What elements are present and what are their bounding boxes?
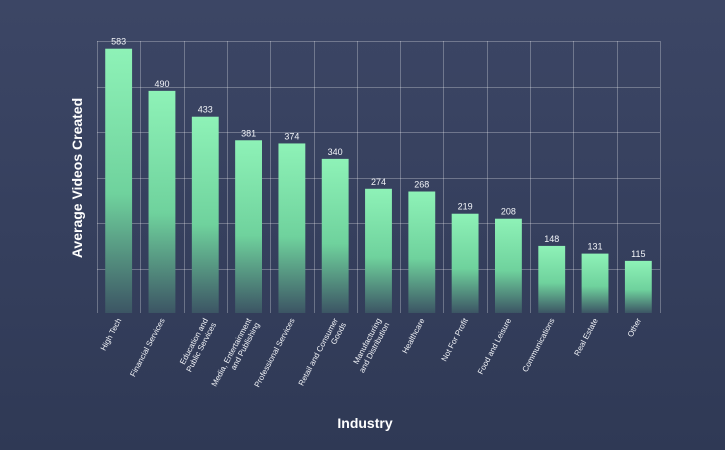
value-labels: 583 490 433 381 374 340 274 268 219 208 148 131 115 — [111, 37, 645, 259]
value-label-11: 131 — [588, 242, 603, 252]
bar-6 — [365, 188, 392, 313]
value-label-0: 583 — [111, 37, 126, 47]
bar-12 — [624, 260, 652, 313]
bar-9 — [495, 218, 522, 313]
value-label-4: 374 — [284, 131, 299, 141]
value-label-9: 208 — [501, 207, 516, 217]
value-label-6: 274 — [371, 177, 386, 187]
x-tick-label-12: Other — [626, 316, 643, 338]
bar-5 — [321, 158, 349, 313]
y-axis-title: Average Videos Created — [69, 98, 85, 258]
bar-1 — [148, 90, 176, 314]
value-label-10: 148 — [544, 234, 559, 244]
bars — [105, 48, 652, 314]
x-tick-label-7: Healthcare — [400, 316, 426, 355]
value-label-3: 381 — [241, 128, 256, 138]
bar-4 — [278, 143, 306, 313]
x-tick-label-1: Financial Services — [128, 317, 166, 379]
x-tick-labels: High Tech Financial Services Education and… — [99, 316, 643, 391]
x-tick-label-9: Food and Leisure — [476, 316, 513, 376]
value-label-5: 340 — [328, 147, 343, 157]
value-label-2: 433 — [198, 105, 213, 115]
value-label-1: 490 — [154, 79, 169, 89]
x-tick-label-0: High Tech — [99, 317, 124, 353]
x-tick-label-10: Communications — [521, 317, 557, 374]
bar-10 — [538, 245, 566, 313]
value-label-12: 115 — [631, 249, 645, 259]
value-label-7: 268 — [414, 180, 429, 190]
x-axis-title: Industry — [337, 415, 392, 431]
bar-8 — [451, 213, 479, 313]
x-tick-label-11: Real Estate — [572, 316, 600, 357]
bar-7 — [408, 191, 436, 313]
bar-2 — [191, 116, 219, 314]
x-tick-label-5: Retail and ConsumerGoods — [297, 316, 349, 391]
x-tick-label-8: Not For Profit — [440, 316, 471, 363]
bar-11 — [581, 253, 609, 313]
bar-0 — [105, 48, 133, 314]
x-tick-label-6: Manufacturingand Distribution — [349, 317, 391, 375]
x-tick-label-2: Education andPublic Services — [176, 317, 218, 374]
bar-3 — [235, 140, 262, 313]
value-label-8: 219 — [458, 202, 473, 212]
